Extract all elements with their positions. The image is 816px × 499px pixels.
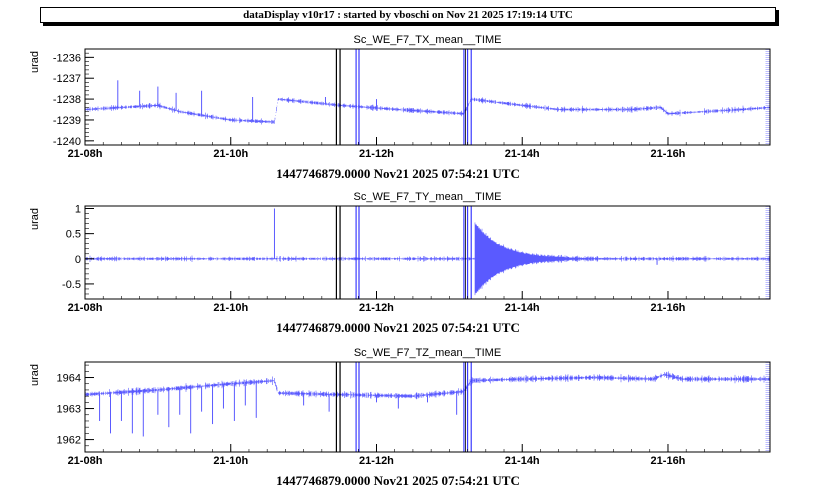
banner-title: dataDisplay v10r17 : started by vboschi … — [40, 7, 776, 23]
plot-frame — [84, 48, 771, 146]
x-tick-label: 21-08h — [68, 302, 103, 314]
y-tick-label: 1963 — [57, 404, 81, 416]
x-tick-label: 21-08h — [68, 148, 103, 160]
trace-line — [84, 97, 771, 125]
plot-frame — [84, 205, 771, 300]
x-tick-label: 21-12h — [359, 455, 394, 467]
data-series-trace — [84, 80, 771, 125]
y-tick-label: -1240 — [53, 136, 81, 148]
y-tick-label: 0.5 — [66, 229, 81, 241]
x-tick-label: 21-08h — [68, 455, 103, 467]
x-tick-label: 21-10h — [213, 302, 248, 314]
chart-footer-timestamp: 1447746879.0000 Nov21 2025 07:54:21 UTC — [276, 320, 520, 335]
x-tick-label: 21-12h — [359, 302, 394, 314]
data-series-trace — [84, 208, 771, 296]
y-tick-label: 0 — [75, 254, 81, 266]
y-axis-label: urad — [29, 51, 41, 73]
y-axis-label: urad — [29, 364, 41, 386]
y-tick-label: -1238 — [53, 94, 81, 106]
chart-title: Sc_WE_F7_TZ_mean__TIME — [354, 347, 501, 359]
y-tick-label: 1964 — [57, 373, 81, 385]
x-tick-label: 21-14h — [505, 148, 540, 160]
x-tick-label: 21-10h — [213, 148, 248, 160]
y-tick-label: -0.5 — [62, 279, 81, 291]
chart-title: Sc_WE_F7_TY_mean__TIME — [354, 191, 502, 203]
chart-footer-timestamp: 1447746879.0000 Nov21 2025 07:54:21 UTC — [276, 473, 520, 488]
data-series-trace — [84, 371, 771, 437]
plot-frame — [84, 361, 771, 453]
y-tick-label: 1962 — [57, 435, 81, 447]
x-tick-label: 21-16h — [651, 455, 686, 467]
y-tick-label: -1239 — [53, 115, 81, 127]
y-tick-label: 1 — [75, 204, 81, 216]
y-axis-label: urad — [29, 208, 41, 230]
y-tick-label: -1236 — [53, 52, 81, 64]
y-tick-label: -1237 — [53, 73, 81, 85]
x-tick-label: 21-14h — [505, 302, 540, 314]
x-tick-label: 21-14h — [505, 455, 540, 467]
x-tick-label: 21-16h — [651, 148, 686, 160]
trace-line — [84, 222, 771, 296]
chart-title: Sc_WE_F7_TX_mean__TIME — [354, 34, 502, 46]
x-tick-label: 21-10h — [213, 455, 248, 467]
chart-footer-timestamp: 1447746879.0000 Nov21 2025 07:54:21 UTC — [276, 166, 520, 181]
x-tick-label: 21-16h — [651, 302, 686, 314]
x-tick-label: 21-12h — [359, 148, 394, 160]
